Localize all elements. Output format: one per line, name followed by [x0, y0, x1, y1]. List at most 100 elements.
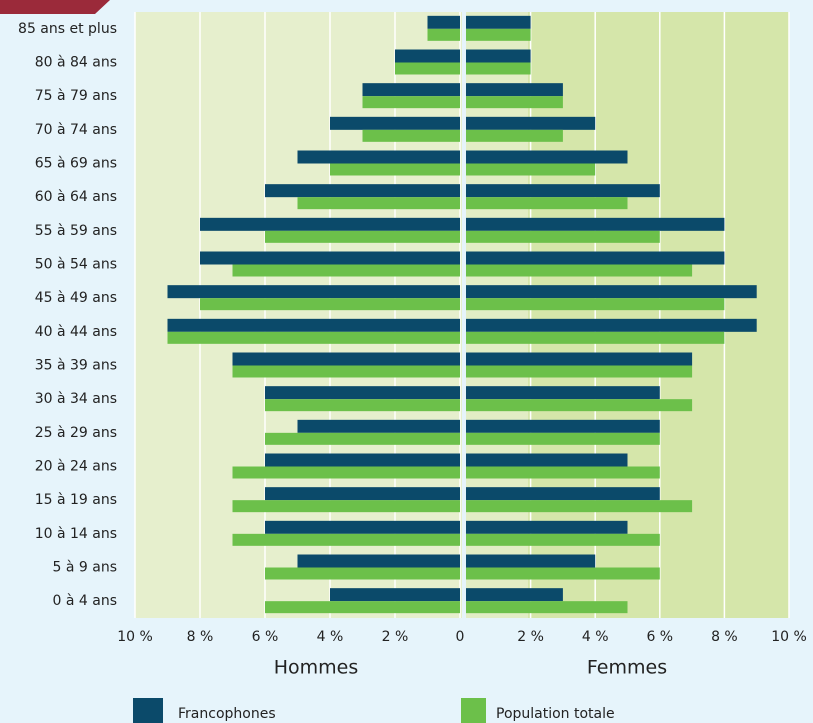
- bar: [466, 163, 596, 176]
- bar: [200, 217, 460, 231]
- bar: [200, 251, 460, 265]
- bar: [427, 15, 460, 29]
- bar: [466, 533, 660, 546]
- bar: [466, 453, 628, 467]
- bar: [297, 419, 460, 433]
- bar: [466, 62, 531, 75]
- bar: [466, 601, 628, 614]
- bar: [265, 386, 460, 400]
- bar: [265, 453, 460, 467]
- legend-swatch: [461, 698, 486, 723]
- bar: [466, 264, 693, 277]
- bar: [466, 251, 725, 265]
- bar: [466, 588, 563, 602]
- bar: [466, 285, 757, 299]
- bar: [330, 116, 460, 130]
- x-tick-label: 4 %: [317, 629, 344, 645]
- bar: [395, 49, 460, 63]
- bar: [466, 217, 725, 231]
- x-tick-label: 0: [456, 629, 465, 645]
- x-tick-label: 8 %: [187, 629, 214, 645]
- bar: [362, 96, 460, 109]
- bar: [297, 150, 460, 164]
- bar: [265, 230, 460, 243]
- bar: [466, 554, 596, 568]
- bar: [466, 116, 596, 130]
- x-tick-label: 4 %: [582, 629, 609, 645]
- bar: [466, 28, 531, 41]
- bar: [297, 197, 460, 210]
- bar: [167, 285, 460, 299]
- legend-label: Francophones: [178, 706, 276, 722]
- bar: [427, 28, 460, 41]
- x-tick-label: 6 %: [646, 629, 673, 645]
- bar: [466, 298, 725, 311]
- x-tick-label: 2 %: [382, 629, 409, 645]
- bar: [466, 331, 725, 344]
- y-tick-label: 5 à 9 ans: [53, 560, 118, 576]
- bar: [232, 466, 460, 479]
- bar: [297, 554, 460, 568]
- bar: [330, 588, 460, 602]
- left-panel: [135, 12, 462, 618]
- bar: [466, 129, 563, 142]
- y-tick-label: 10 à 14 ans: [35, 526, 117, 542]
- y-tick-label: 85 ans et plus: [18, 21, 117, 37]
- bar: [200, 298, 460, 311]
- y-tick-label: 50 à 54 ans: [35, 257, 117, 273]
- bar: [232, 533, 460, 546]
- bar: [167, 331, 460, 344]
- y-tick-label: 35 à 39 ans: [35, 358, 117, 374]
- bar: [466, 399, 693, 412]
- bar: [395, 62, 460, 75]
- bar: [466, 432, 660, 445]
- bar: [232, 365, 460, 378]
- bar: [466, 83, 563, 97]
- bar: [466, 96, 563, 109]
- bar: [466, 150, 628, 164]
- bar: [466, 15, 531, 29]
- y-tick-label: 0 à 4 ans: [53, 593, 118, 609]
- bar: [362, 83, 460, 97]
- bar: [330, 163, 460, 176]
- y-tick-label: 55 à 59 ans: [35, 223, 117, 239]
- bar: [466, 567, 660, 580]
- bar: [466, 318, 757, 332]
- bar: [466, 520, 628, 534]
- x2-axis-label: Femmes: [587, 657, 667, 679]
- bar: [466, 230, 660, 243]
- bar: [265, 520, 460, 534]
- bar: [265, 601, 460, 614]
- x-axis-label: Hommes: [274, 657, 359, 679]
- y-tick-label: 80 à 84 ans: [35, 55, 117, 71]
- bar: [265, 567, 460, 580]
- bar: [466, 386, 660, 400]
- legend-swatch: [133, 698, 163, 723]
- bar: [466, 365, 693, 378]
- bar: [466, 352, 693, 366]
- grid: [134, 12, 790, 618]
- bar: [466, 197, 628, 210]
- y-tick-label: 20 à 24 ans: [35, 459, 117, 475]
- bar: [232, 352, 460, 366]
- y-tick-label: 30 à 34 ans: [35, 391, 117, 407]
- bar: [167, 318, 460, 332]
- y-tick-label: 70 à 74 ans: [35, 122, 117, 138]
- y-tick-label: 15 à 19 ans: [35, 492, 117, 508]
- bar: [466, 466, 660, 479]
- y-tick-label: 45 à 49 ans: [35, 290, 117, 306]
- bar: [466, 419, 660, 433]
- bar: [265, 487, 460, 501]
- x-tick-label: 10 %: [771, 629, 807, 645]
- bar: [265, 399, 460, 412]
- bar: [362, 129, 460, 142]
- bar: [466, 500, 693, 513]
- y-tick-label: 40 à 44 ans: [35, 324, 117, 340]
- x-tick-label: 10 %: [117, 629, 153, 645]
- bar: [466, 184, 660, 198]
- legend-label: Population totale: [496, 706, 615, 722]
- x-tick-label: 6 %: [252, 629, 279, 645]
- y-tick-label: 65 à 69 ans: [35, 156, 117, 172]
- y-tick-label: 75 à 79 ans: [35, 88, 117, 104]
